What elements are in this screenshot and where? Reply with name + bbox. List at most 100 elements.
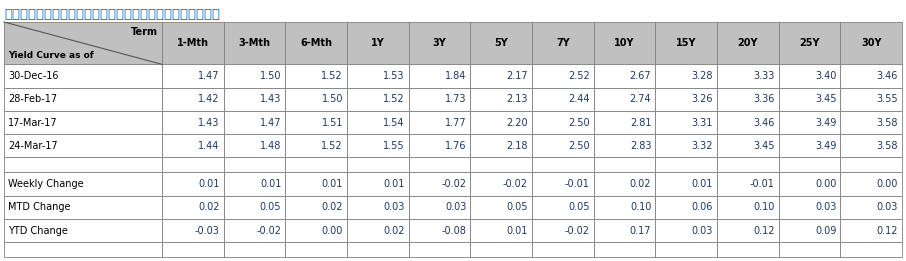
Bar bbox=[655, 157, 717, 172]
Bar bbox=[778, 134, 841, 157]
Text: 0.10: 0.10 bbox=[753, 202, 775, 212]
Text: 3.33: 3.33 bbox=[753, 71, 775, 81]
Text: 1.73: 1.73 bbox=[445, 94, 467, 104]
Bar bbox=[162, 22, 224, 64]
Text: 2.50: 2.50 bbox=[568, 141, 590, 151]
Bar bbox=[347, 111, 409, 134]
Bar bbox=[347, 219, 409, 242]
Bar bbox=[224, 157, 285, 172]
Text: 3-Mth: 3-Mth bbox=[238, 38, 271, 48]
Bar bbox=[532, 195, 593, 219]
Text: MTD Change: MTD Change bbox=[8, 202, 71, 212]
Text: 24-Mar-17: 24-Mar-17 bbox=[8, 141, 58, 151]
Text: 0.01: 0.01 bbox=[506, 226, 528, 235]
Bar bbox=[162, 195, 224, 219]
Bar bbox=[162, 242, 224, 257]
Text: 3.58: 3.58 bbox=[876, 117, 898, 128]
Bar bbox=[347, 88, 409, 111]
Text: 1.42: 1.42 bbox=[198, 94, 219, 104]
Text: 1.48: 1.48 bbox=[260, 141, 282, 151]
Bar bbox=[285, 111, 347, 134]
Text: 17-Mar-17: 17-Mar-17 bbox=[8, 117, 58, 128]
Text: 0.01: 0.01 bbox=[383, 179, 405, 189]
Bar bbox=[841, 219, 902, 242]
Text: 2.13: 2.13 bbox=[506, 94, 528, 104]
Bar bbox=[347, 64, 409, 88]
Text: 0.05: 0.05 bbox=[568, 202, 590, 212]
Text: 3.28: 3.28 bbox=[691, 71, 713, 81]
Text: 1.55: 1.55 bbox=[383, 141, 405, 151]
Bar bbox=[655, 22, 717, 64]
Bar bbox=[4, 134, 162, 157]
Bar bbox=[717, 64, 778, 88]
Bar bbox=[532, 172, 593, 195]
Bar bbox=[841, 64, 902, 88]
Bar bbox=[593, 219, 655, 242]
Bar bbox=[285, 157, 347, 172]
Text: 0.06: 0.06 bbox=[691, 202, 713, 212]
Bar bbox=[717, 88, 778, 111]
Bar bbox=[778, 242, 841, 257]
Text: 1.52: 1.52 bbox=[383, 94, 405, 104]
Text: 6-Mth: 6-Mth bbox=[300, 38, 333, 48]
Text: 0.00: 0.00 bbox=[877, 179, 898, 189]
Bar bbox=[717, 111, 778, 134]
Text: 2.81: 2.81 bbox=[630, 117, 651, 128]
Bar bbox=[470, 88, 532, 111]
Text: 3.36: 3.36 bbox=[753, 94, 775, 104]
Bar bbox=[778, 157, 841, 172]
Bar bbox=[409, 22, 470, 64]
Text: 0.05: 0.05 bbox=[506, 202, 528, 212]
Bar bbox=[593, 157, 655, 172]
Bar bbox=[593, 22, 655, 64]
Bar bbox=[162, 219, 224, 242]
Bar bbox=[409, 219, 470, 242]
Bar bbox=[285, 64, 347, 88]
Text: Term: Term bbox=[131, 27, 158, 37]
Text: Yield Curve as of: Yield Curve as of bbox=[8, 51, 93, 60]
Text: 1.53: 1.53 bbox=[383, 71, 405, 81]
Text: 1.52: 1.52 bbox=[322, 141, 343, 151]
Bar bbox=[470, 219, 532, 242]
Bar bbox=[593, 88, 655, 111]
Text: 3.31: 3.31 bbox=[691, 117, 713, 128]
Text: 1.50: 1.50 bbox=[322, 94, 343, 104]
Text: 1.54: 1.54 bbox=[383, 117, 405, 128]
Bar bbox=[224, 64, 285, 88]
Text: 0.03: 0.03 bbox=[815, 202, 836, 212]
Bar bbox=[470, 22, 532, 64]
Text: 2.52: 2.52 bbox=[568, 71, 590, 81]
Bar bbox=[224, 242, 285, 257]
Text: -0.02: -0.02 bbox=[503, 179, 528, 189]
Bar bbox=[655, 64, 717, 88]
Text: 0.01: 0.01 bbox=[260, 179, 282, 189]
Bar bbox=[532, 88, 593, 111]
Text: 0.03: 0.03 bbox=[445, 202, 467, 212]
Bar bbox=[285, 22, 347, 64]
Bar bbox=[532, 22, 593, 64]
Bar bbox=[409, 157, 470, 172]
Text: 0.12: 0.12 bbox=[876, 226, 898, 235]
Bar bbox=[409, 195, 470, 219]
Bar bbox=[532, 64, 593, 88]
Bar bbox=[224, 172, 285, 195]
Text: 0.02: 0.02 bbox=[630, 179, 651, 189]
Bar bbox=[4, 172, 162, 195]
Text: 1.76: 1.76 bbox=[445, 141, 467, 151]
Text: 3.46: 3.46 bbox=[877, 71, 898, 81]
Bar bbox=[841, 88, 902, 111]
Text: 1.84: 1.84 bbox=[445, 71, 467, 81]
Text: 2.50: 2.50 bbox=[568, 117, 590, 128]
Text: 1.44: 1.44 bbox=[198, 141, 219, 151]
Text: 15Y: 15Y bbox=[676, 38, 697, 48]
Bar bbox=[470, 64, 532, 88]
Text: 0.03: 0.03 bbox=[383, 202, 405, 212]
Text: -0.01: -0.01 bbox=[564, 179, 590, 189]
Bar bbox=[285, 134, 347, 157]
Bar bbox=[532, 134, 593, 157]
Bar bbox=[4, 64, 162, 88]
Text: 10Y: 10Y bbox=[614, 38, 635, 48]
Bar bbox=[778, 64, 841, 88]
Text: 1Y: 1Y bbox=[371, 38, 385, 48]
Bar bbox=[285, 242, 347, 257]
